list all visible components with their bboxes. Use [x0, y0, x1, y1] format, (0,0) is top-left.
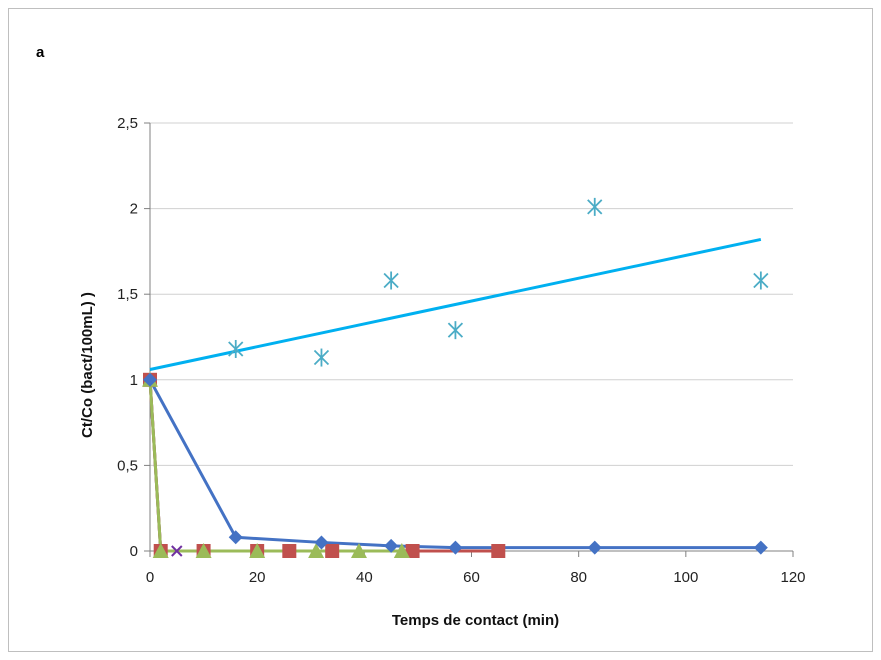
series-markers: [142, 371, 410, 558]
series-layer: [142, 197, 769, 558]
diamond-marker: [143, 372, 157, 387]
series-line: [148, 379, 761, 550]
triangle-marker: [393, 543, 410, 558]
cross-marker: [171, 545, 183, 557]
star-marker: [383, 271, 399, 290]
square-marker: [491, 544, 506, 558]
square-marker: [325, 544, 340, 558]
diamond-marker: [314, 535, 329, 550]
square-marker: [405, 544, 420, 558]
diamond-marker: [587, 540, 602, 555]
star-marker: [753, 271, 769, 290]
star-marker: [313, 348, 330, 367]
chart-frame: [8, 8, 873, 652]
triangle-marker: [249, 543, 266, 558]
y-tick-label: 1: [130, 372, 138, 389]
triangle-marker: [308, 543, 325, 558]
trendline: [149, 237, 762, 371]
ticks: 0 0,5 1 1,5 2 2,5 0 20 40 60 80 100 120: [117, 115, 805, 586]
diamond-marker: [448, 540, 463, 555]
y-tick-label: 0,5: [117, 457, 138, 474]
series-markers: [143, 372, 768, 555]
diamond-marker: [228, 530, 243, 545]
x-tick-label: 120: [780, 569, 805, 586]
series-markers: [228, 197, 769, 367]
diamond-marker: [384, 538, 399, 553]
x-axis-title: Temps de contact (min): [392, 612, 559, 629]
x-tick-label: 40: [356, 569, 373, 586]
y-tick-label: 1,5: [117, 286, 138, 303]
axes: [144, 122, 794, 557]
star-marker: [447, 321, 464, 340]
x-tick-label: 60: [463, 569, 480, 586]
triangle-marker: [350, 543, 367, 558]
star-marker: [228, 339, 244, 358]
y-tick-label: 0: [130, 543, 138, 560]
y-axis-title: Ct/Co (bact/100mL) ): [79, 292, 96, 438]
triangle-marker: [195, 543, 212, 558]
y-tick-label: 2: [130, 201, 138, 218]
grid: [150, 122, 793, 466]
triangle-marker: [152, 543, 169, 558]
square-marker: [282, 544, 297, 558]
x-tick-label: 100: [673, 569, 698, 586]
x-tick-label: 80: [570, 569, 587, 586]
panel-label: a: [36, 44, 45, 61]
x-tick-label: 20: [249, 569, 266, 586]
star-marker: [587, 197, 603, 216]
y-tick-label: 2,5: [117, 115, 138, 132]
x-tick-label: 0: [146, 569, 154, 586]
diamond-marker: [753, 540, 768, 555]
cross-stroke: [171, 545, 183, 557]
